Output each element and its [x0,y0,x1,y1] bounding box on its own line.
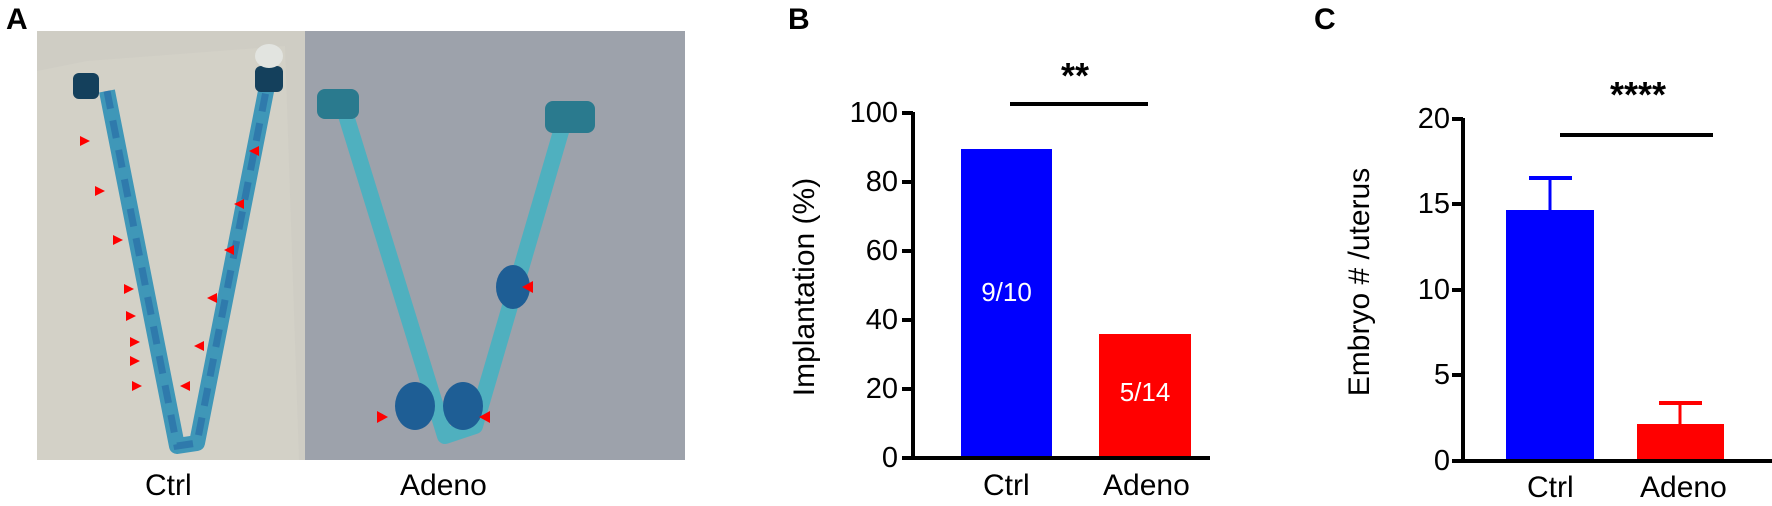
xlabel-b-adeno: Adeno [1103,469,1190,502]
bar-adeno-embryo [1637,424,1724,459]
panel-letter-b: B [788,3,810,36]
photo-label-ctrl: Ctrl [145,469,192,502]
ytick-c-15: 15 [1417,188,1450,220]
ytick-b-60: 60 [865,235,898,267]
ytick-c-20: 20 [1417,103,1450,135]
significance-c: **** [1609,74,1667,115]
ylabel-c: Embryo # /uterus [1343,167,1376,397]
ytick-c-5: 5 [1433,359,1450,391]
xlabel-c-ctrl: Ctrl [1527,471,1574,504]
photo-label-adeno: Adeno [400,469,487,502]
bar-adeno-implantation [1099,334,1191,456]
significance-b: ** [1060,55,1090,96]
bar-ctrl-implantation [961,149,1052,456]
panel-letter-c: C [1314,3,1336,36]
bar-label-adeno: 5/14 [1119,377,1171,407]
bar-label-ctrl: 9/10 [981,277,1032,307]
panel-letter-a: A [6,3,28,36]
ytick-c-0: 0 [1433,445,1450,477]
ytick-b-20: 20 [865,373,898,405]
bar-ctrl-embryo [1506,210,1594,459]
adeno-uterus-photo [305,31,685,460]
ytick-c-10: 10 [1417,274,1450,306]
ytick-b-0: 0 [881,442,898,474]
xlabel-b-ctrl: Ctrl [983,469,1030,502]
ytick-b-100: 100 [849,97,898,129]
ytick-b-80: 80 [865,166,898,198]
xlabel-c-adeno: Adeno [1640,471,1727,504]
ytick-b-40: 40 [865,304,898,336]
ctrl-uterus-photo [37,31,305,460]
